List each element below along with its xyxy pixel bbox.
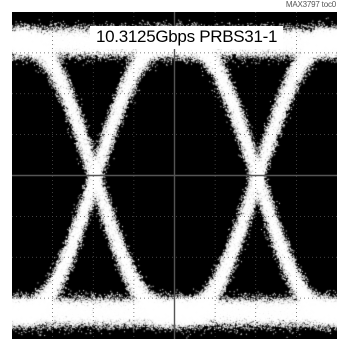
figure-id-label: MAX3797 toc0 — [285, 0, 336, 9]
graticule — [12, 12, 337, 339]
plot-area: 10.3125Gbps PRBS31-1 — [12, 12, 337, 339]
chart-title: 10.3125Gbps PRBS31-1 — [90, 26, 284, 49]
